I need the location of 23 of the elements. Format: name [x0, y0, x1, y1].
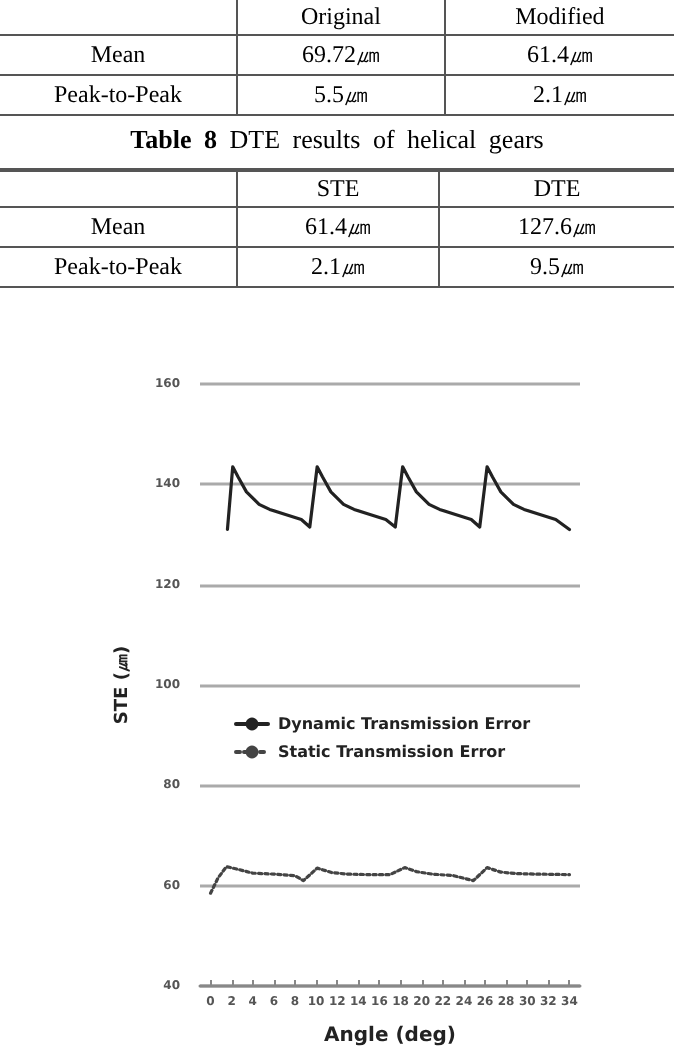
- category-label: DTE: [439, 170, 674, 207]
- category-label: Peak-to-Peak: [54, 252, 182, 280]
- text: 61.4㎛: [305, 212, 372, 240]
- y-axis-title: STE (㎛): [113, 645, 133, 725]
- text: 61.4㎛: [526, 40, 593, 68]
- text: 2.1㎛: [311, 252, 366, 280]
- text: 5.5㎛: [313, 80, 368, 108]
- category-label: Peak-to-Peak: [54, 80, 182, 108]
- category-label: Original: [237, 0, 445, 35]
- legend-label: Dynamic Transmission Error: [278, 715, 531, 733]
- category-label: Modified: [444, 0, 674, 35]
- category-label: STE: [237, 170, 440, 207]
- line-series: [225, 465, 572, 532]
- text: 9.5㎛: [530, 252, 585, 280]
- text: 69.72㎛: [301, 40, 380, 68]
- text: 2.1㎛: [532, 80, 587, 108]
- category-label: Mean: [90, 212, 146, 240]
- category-label: Mean: [90, 40, 146, 68]
- text: 127.6㎛: [518, 212, 597, 240]
- line-series: [208, 865, 572, 895]
- text: Table 8 DTE results of helical gears: [128, 124, 546, 156]
- x-axis-title: Angle (deg): [324, 1025, 456, 1047]
- legend-label: Static Transmission Error: [278, 743, 506, 761]
